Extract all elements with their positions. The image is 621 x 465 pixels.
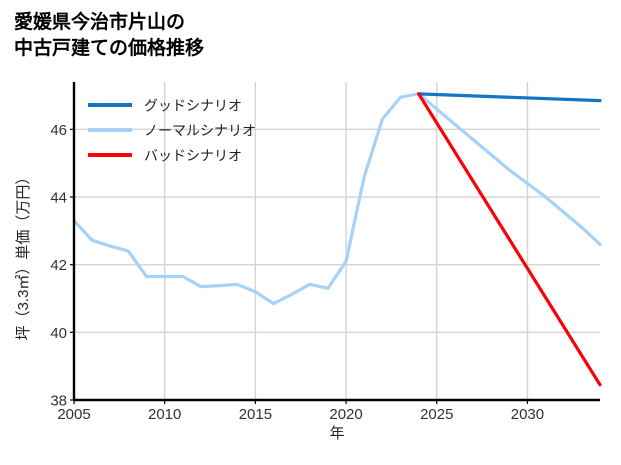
x-tick-label: 2020 [329, 406, 362, 423]
gridlines [74, 82, 600, 401]
x-tick-label: 2010 [148, 406, 181, 423]
plot-background [74, 82, 600, 400]
x-tick-label: 2015 [239, 406, 272, 423]
title-line-1: 愛媛県今治市片山の [14, 12, 186, 33]
series-line-good [417, 92, 602, 103]
x-tick-labels: 2005 2010 2015 2020 2025 2030 [57, 400, 544, 423]
y-axis-title: 坪（3.3㎡）単価（万円） [15, 170, 32, 341]
series-lines [72, 92, 602, 387]
series-line-normal [72, 92, 602, 306]
x-tick-label: 2025 [420, 406, 453, 423]
legend-label: バッドシナリオ [144, 148, 242, 164]
y-tick-labels: 38 40 42 44 46 [50, 122, 74, 410]
legend-label: ノーマルシナリオ [144, 123, 256, 139]
axis-spines [72, 82, 600, 402]
y-tick-label: 38 [50, 393, 67, 410]
series-line-bad [417, 92, 602, 387]
y-tick-label: 44 [50, 190, 67, 207]
x-axis-title: 年 [329, 425, 344, 442]
y-tick-label: 46 [50, 122, 67, 139]
x-tick-label: 2005 [57, 406, 90, 423]
title-line-2: 中古戸建ての価格推移 [14, 38, 205, 59]
x-tick-label: 2030 [511, 406, 544, 423]
page-title: 愛媛県今治市片山の 中古戸建ての価格推移 [14, 10, 204, 62]
y-tick-label: 42 [50, 257, 67, 274]
y-tick-label: 40 [50, 325, 67, 342]
legend-label: グッドシナリオ [144, 98, 242, 114]
